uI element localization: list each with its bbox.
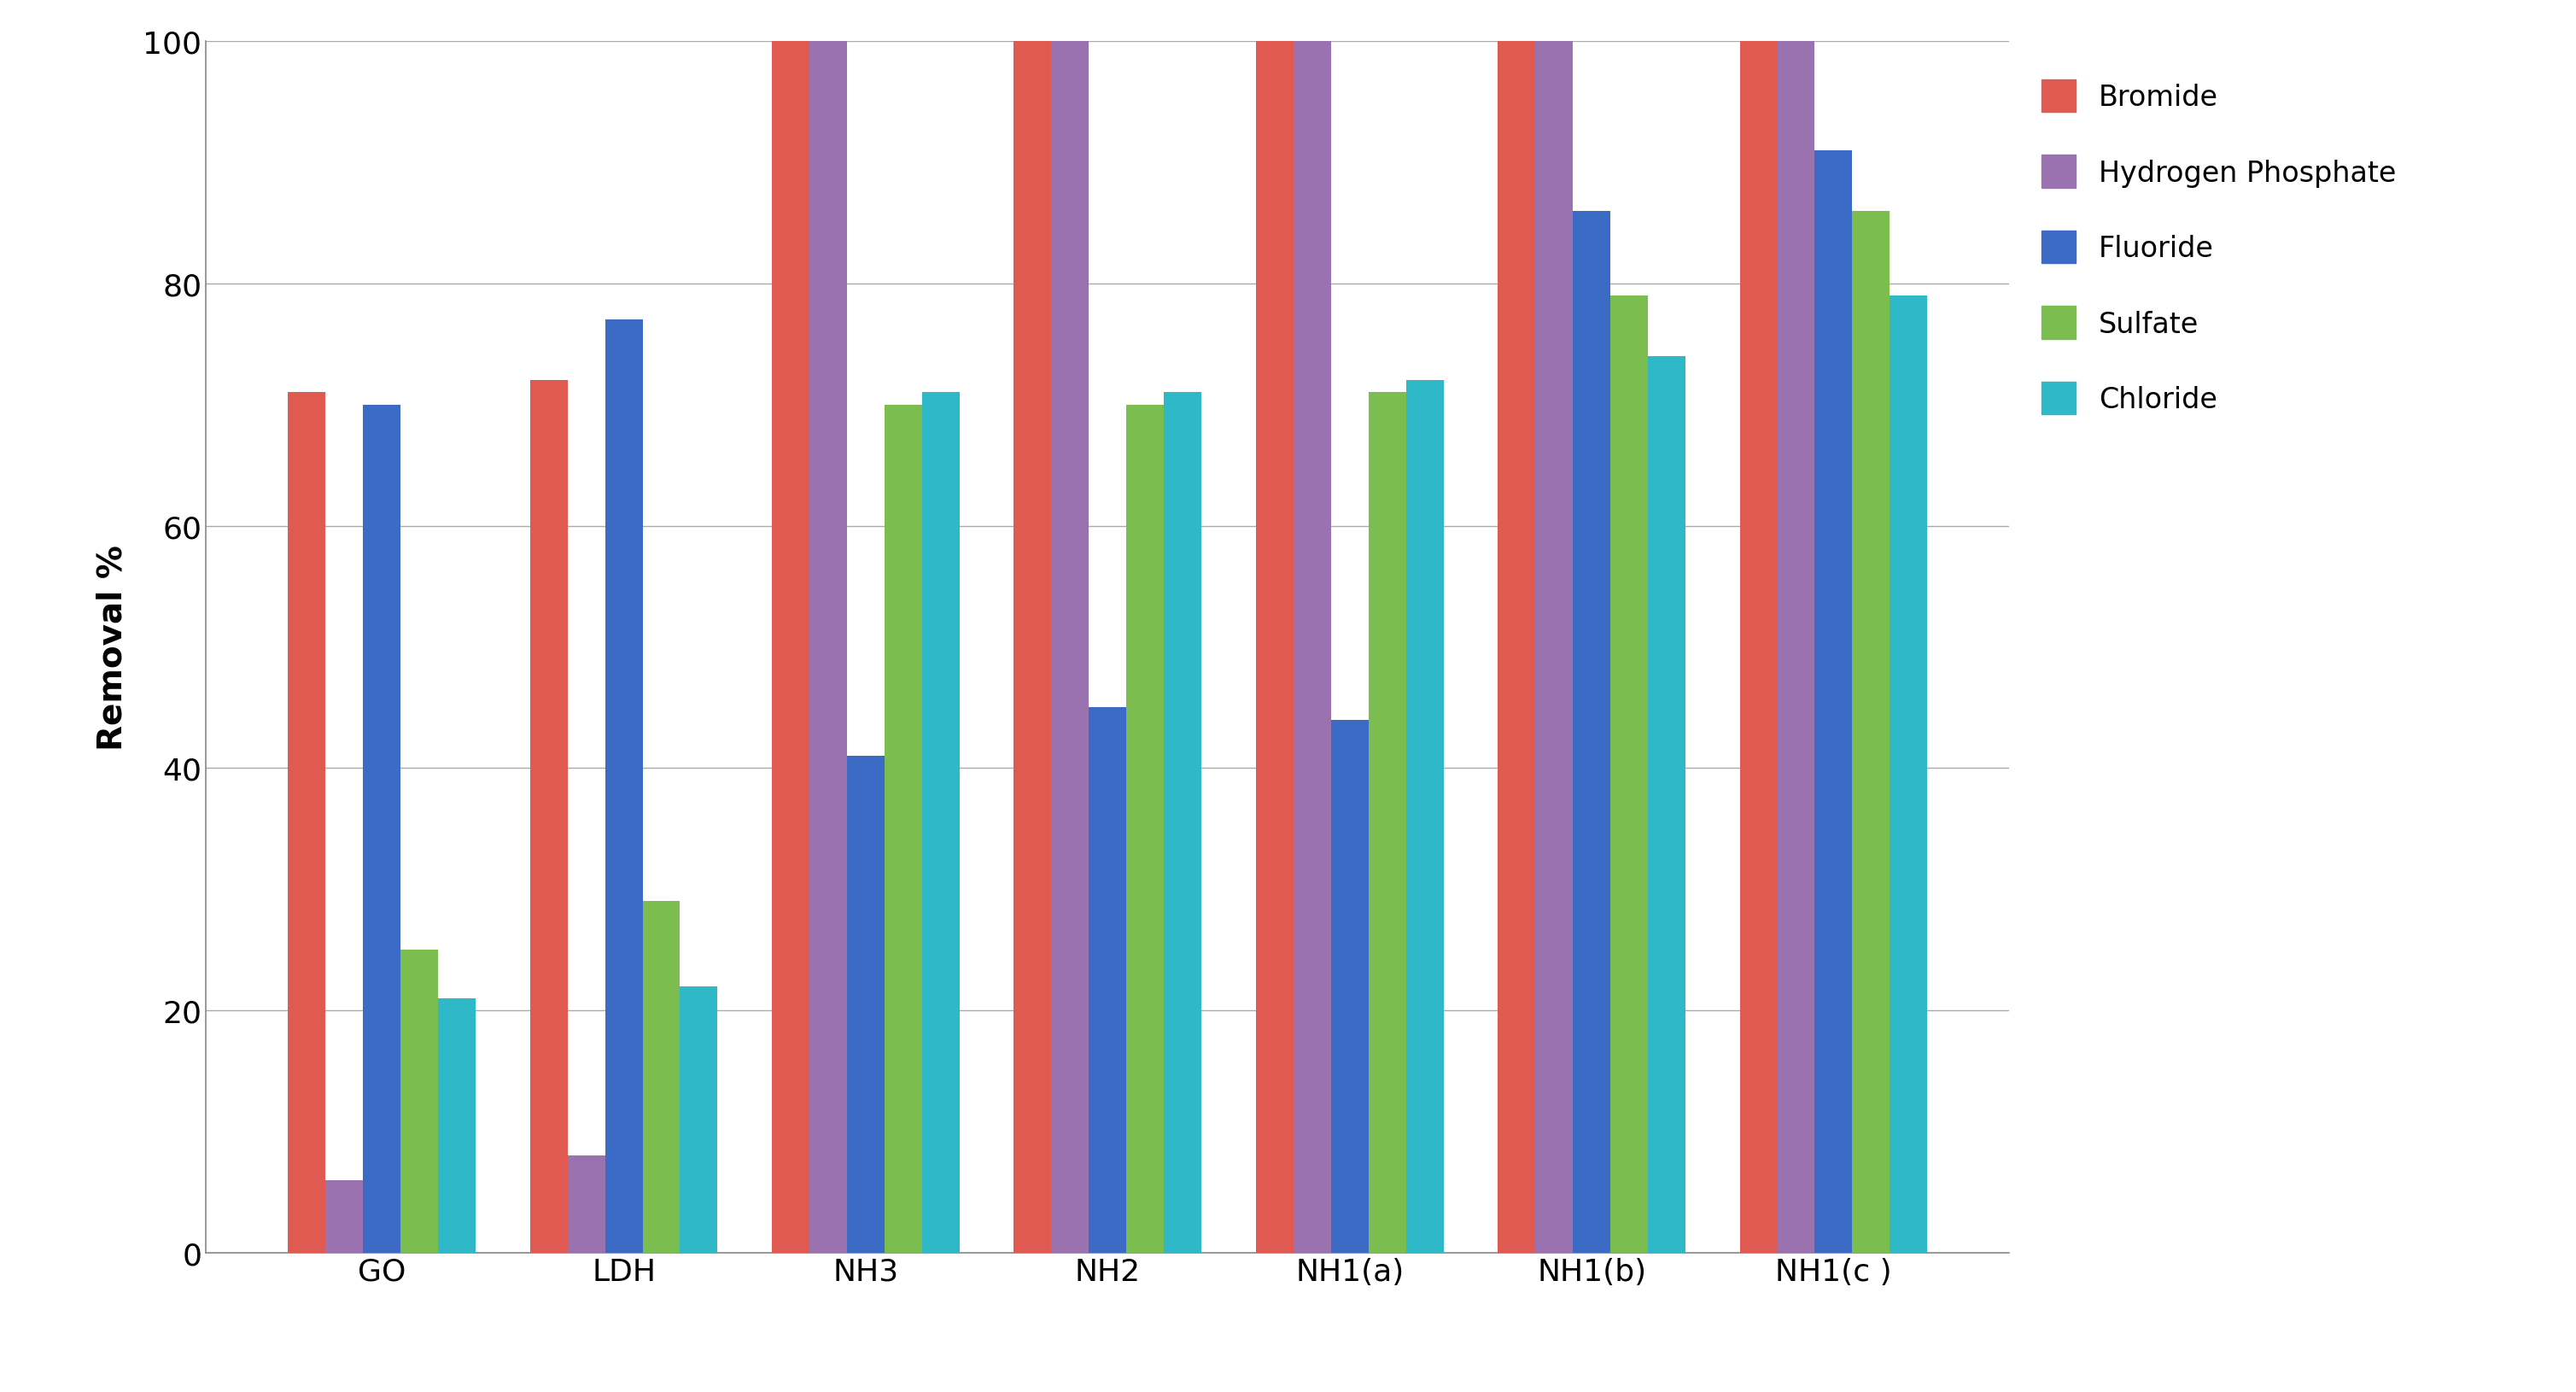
Legend: Bromide, Hydrogen Phosphate, Fluoride, Sulfate, Chloride: Bromide, Hydrogen Phosphate, Fluoride, S… <box>2043 81 2396 415</box>
Bar <box>1852 212 1891 1253</box>
Bar <box>1816 150 1852 1253</box>
Y-axis label: Removal %: Removal % <box>95 544 129 750</box>
Bar <box>1406 381 1443 1253</box>
Bar <box>1739 42 1777 1253</box>
Bar <box>1649 356 1685 1253</box>
Bar <box>531 381 567 1253</box>
Bar <box>809 42 848 1253</box>
Bar <box>438 998 477 1253</box>
Bar <box>773 42 809 1253</box>
Bar <box>363 405 399 1253</box>
Bar <box>1574 212 1610 1253</box>
Bar <box>641 902 680 1253</box>
Bar <box>1293 42 1332 1253</box>
Bar <box>1368 393 1406 1253</box>
Bar <box>1610 296 1649 1253</box>
Bar <box>1257 42 1293 1253</box>
Bar <box>1015 42 1051 1253</box>
Bar <box>567 1155 605 1253</box>
Bar <box>680 987 719 1253</box>
Bar <box>1497 42 1535 1253</box>
Bar <box>1126 405 1164 1253</box>
Bar <box>1535 42 1574 1253</box>
Bar <box>289 393 325 1253</box>
Bar <box>605 320 641 1253</box>
Bar <box>399 951 438 1253</box>
Bar <box>922 393 958 1253</box>
Bar <box>884 405 922 1253</box>
Bar <box>1891 296 1927 1253</box>
Bar <box>1090 709 1126 1253</box>
Bar <box>1332 720 1368 1253</box>
Bar <box>1051 42 1090 1253</box>
Bar <box>848 756 884 1253</box>
Bar <box>325 1180 363 1253</box>
Bar <box>1164 393 1200 1253</box>
Bar <box>1777 42 1816 1253</box>
